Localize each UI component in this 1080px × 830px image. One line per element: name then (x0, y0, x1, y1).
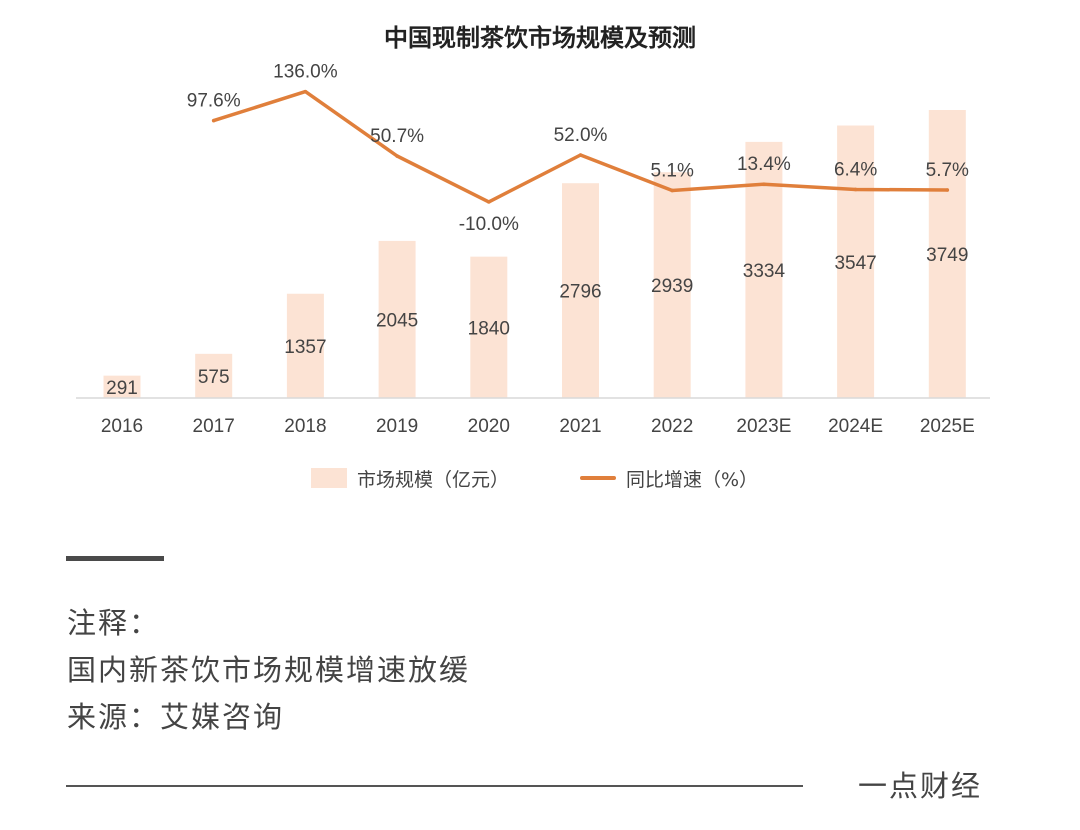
note-heading: 注释： (67, 606, 161, 640)
growth-point-2023E (762, 182, 766, 186)
bar-value-label-2020: 1840 (468, 318, 510, 339)
growth-label-2018: 136.0% (273, 62, 338, 83)
bar-value-label-2017: 575 (198, 367, 230, 388)
growth-label-2017: 97.6% (187, 91, 241, 112)
bar-2021 (562, 183, 599, 398)
growth-label-2024E: 6.4% (834, 159, 877, 180)
footer-rule (66, 785, 803, 787)
legend-item-bar: 市场规模（亿元） (311, 463, 509, 493)
section-divider (66, 556, 164, 561)
x-tick-label-2020: 2020 (468, 416, 510, 437)
legend-line-swatch (580, 476, 616, 480)
bar-2020 (470, 256, 508, 398)
legend-item-line: 同比增速（%） (580, 463, 758, 493)
growth-point-2018 (303, 89, 308, 94)
growth-label-2019: 50.7% (370, 126, 424, 147)
bar-2017 (195, 353, 233, 398)
bar-2022 (653, 172, 691, 398)
x-tick-label-2023E: 2023E (736, 416, 791, 437)
x-tick-label-2019: 2019 (376, 416, 418, 437)
x-tick-label-2025E: 2025E (920, 416, 975, 437)
growth-point-2022 (670, 188, 674, 193)
x-tick-label-2024E: 2024E (828, 416, 883, 437)
bar-value-label-2021: 2796 (559, 282, 601, 303)
source-text: 来源：艾媒咨询 (67, 700, 285, 734)
legend-line-label: 同比增速（%） (626, 468, 759, 491)
bar-value-label-2023E: 3334 (743, 261, 786, 282)
growth-point-2024E (853, 187, 858, 192)
ticks-layer: 2016 2017 2018 2019 2020 2021 2022 2023E 2024E 20… (101, 416, 975, 437)
x-tick-label-2022: 2022 (651, 416, 693, 437)
growth-label-2021: 52.0% (554, 125, 608, 146)
x-tick-label-2021: 2021 (559, 416, 601, 437)
bar-value-label-2024E: 3547 (834, 253, 876, 274)
line-layer: 97.6% 136.0% 50.7% -10.0% 52.0% 5.1% 13.4% 6.4%… (187, 62, 969, 235)
note-text: 国内新茶饮市场规模增速放缓 (67, 653, 471, 687)
chart-title: 中国现制茶饮市场规模及预测 (384, 24, 696, 52)
bar-2016 (103, 375, 141, 398)
bar-value-label-2025E: 3749 (926, 245, 968, 266)
x-tick-label-2018: 2018 (284, 416, 326, 437)
bar-2025E (928, 110, 966, 398)
legend: 市场规模（亿元） 同比增速（%） (0, 463, 1080, 493)
growth-point-2020 (487, 200, 491, 204)
bar-2024E (837, 125, 875, 399)
growth-label-2022: 5.1% (651, 160, 694, 181)
growth-point-2021 (578, 153, 583, 157)
bar-2018 (286, 293, 324, 398)
x-tick-label-2016: 2016 (101, 416, 143, 437)
growth-label-2025E: 5.7% (926, 160, 969, 181)
legend-bar-label: 市场规模（亿元） (357, 468, 510, 491)
bar-2019 (378, 240, 416, 398)
x-tick-label-2017: 2017 (193, 416, 235, 437)
chart-svg: 291 575 1357 2045 1840 2796 2939 3334 3547 3749 2… (76, 62, 990, 437)
bar-value-label-2018: 1357 (284, 337, 326, 358)
growth-label-2020: -10.0% (459, 214, 519, 235)
bar-value-label-2022: 2939 (651, 276, 693, 297)
growth-label-2023E: 13.4% (737, 154, 791, 175)
brand-name: 一点财经 (858, 769, 983, 803)
bar-value-label-2019: 2045 (376, 310, 418, 331)
growth-point-2025E (945, 188, 950, 192)
legend-bar-swatch (311, 468, 347, 488)
note-block: 注释： 国内新茶饮市场规模增速放缓 来源：艾媒咨询 (67, 600, 470, 741)
bars-layer: 291 575 1357 2045 1840 2796 2939 3334 3547 3749 (103, 110, 968, 399)
growth-point-2019 (395, 154, 399, 158)
growth-point-2017 (211, 118, 216, 123)
bar-value-label-2016: 291 (106, 378, 138, 399)
